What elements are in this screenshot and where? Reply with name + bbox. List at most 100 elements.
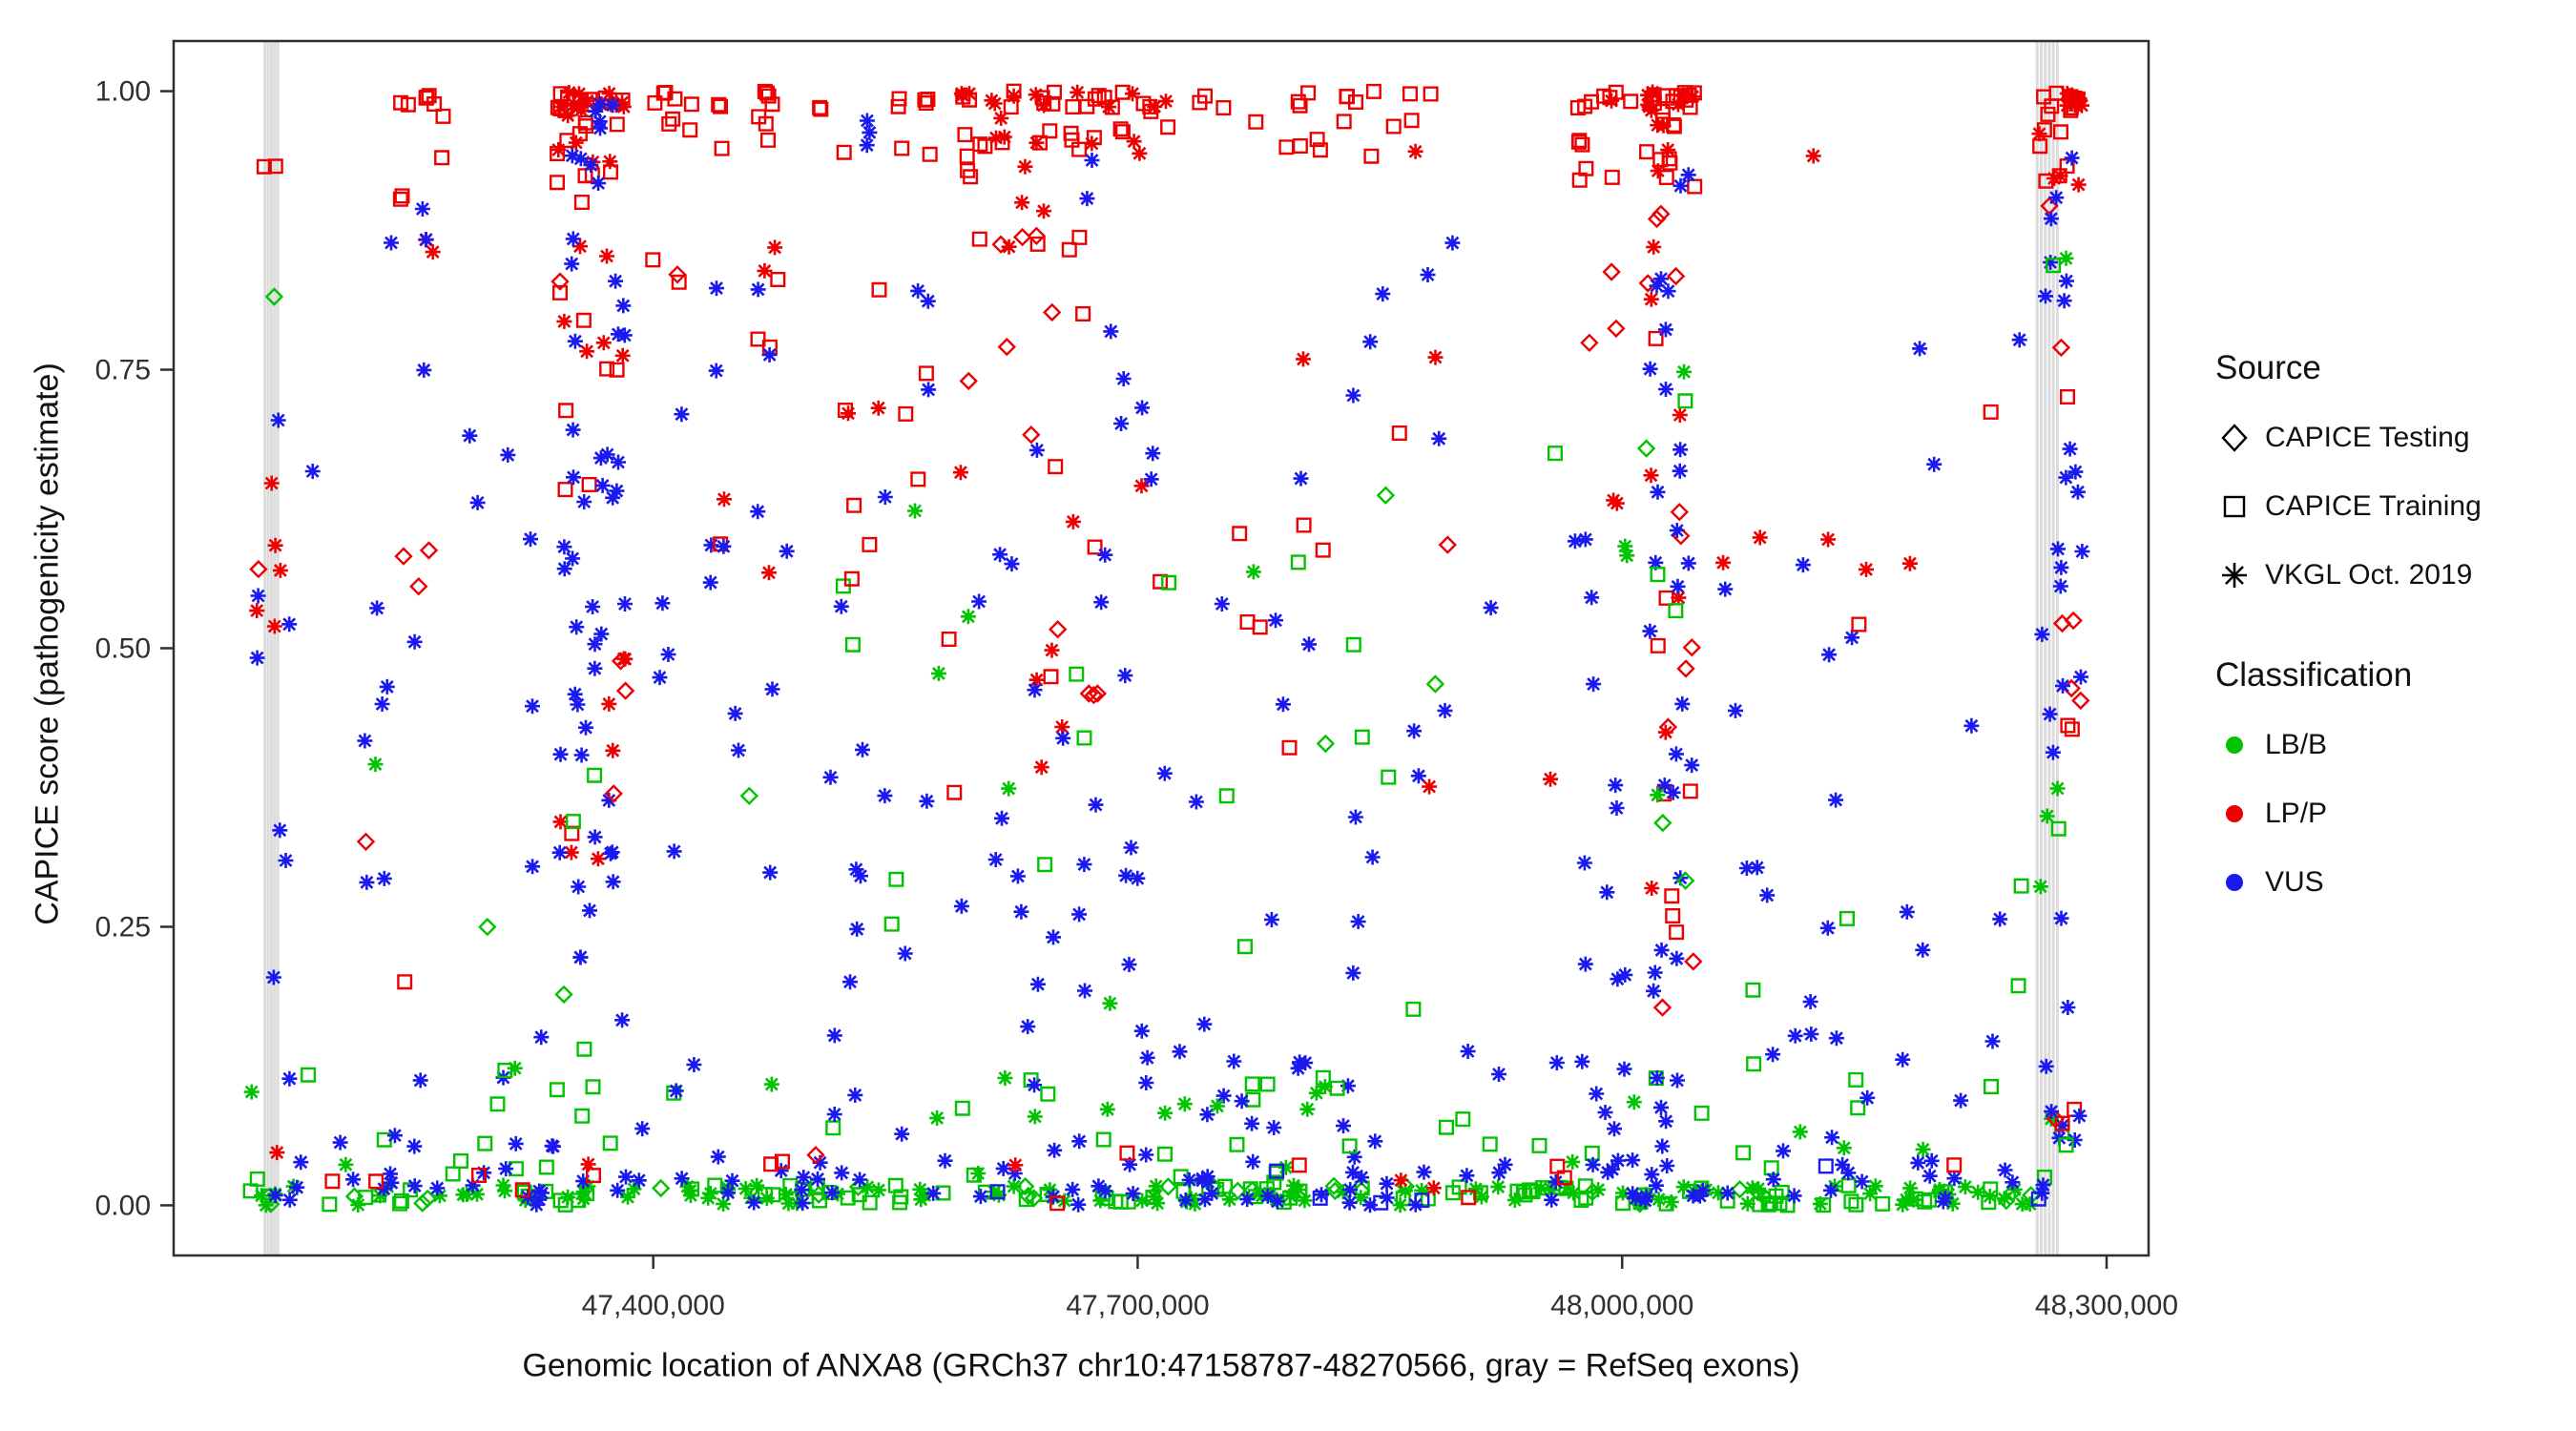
data-point [2059, 97, 2075, 114]
data-point [1895, 1196, 1911, 1213]
data-point [660, 647, 676, 662]
data-point [587, 767, 603, 783]
data-point [1984, 1079, 1999, 1094]
data-point [1728, 702, 1743, 718]
data-point [859, 137, 875, 154]
data-point [281, 616, 298, 633]
data-point [1032, 135, 1048, 151]
data-point [581, 477, 597, 492]
data-point [2050, 820, 2067, 837]
data-point [1199, 1169, 1215, 1185]
data-point [263, 475, 280, 491]
data-point [1482, 1136, 1498, 1152]
data-point [2062, 441, 2078, 457]
data-point [1077, 983, 1092, 999]
data-point [2005, 1174, 2021, 1191]
data-point [587, 636, 603, 653]
data-point [1739, 1195, 1755, 1212]
data-point [1070, 1196, 1087, 1213]
data-point [471, 1168, 487, 1183]
data-point [1297, 1192, 1313, 1209]
data-point [1047, 1142, 1063, 1158]
data-point [959, 371, 978, 391]
data-point [1229, 1136, 1245, 1152]
data-point [1651, 1192, 1667, 1208]
data-point [1610, 971, 1626, 987]
data-point [1292, 1054, 1308, 1070]
data-point [478, 917, 497, 937]
data-point [1226, 1053, 1242, 1069]
data-point [859, 113, 875, 129]
data-point [1293, 470, 1309, 487]
data-point [413, 1193, 432, 1213]
data-point [1364, 849, 1381, 865]
data-point [1071, 141, 1088, 157]
data-point [1899, 903, 1915, 920]
data-point [435, 108, 451, 124]
data-point [1854, 1173, 1870, 1190]
data-point [758, 1191, 775, 1207]
data-point [1647, 964, 1663, 981]
data-point [272, 562, 288, 578]
data-point [1146, 1189, 1162, 1205]
data-point [1483, 600, 1499, 616]
data-point [1652, 204, 1671, 223]
data-point [431, 1188, 447, 1204]
data-point [1543, 771, 1558, 787]
data-point [602, 1135, 618, 1151]
plot-panel [174, 41, 2149, 1255]
data-point [1335, 1184, 1351, 1200]
data-point [731, 742, 746, 758]
data-point [572, 238, 588, 255]
y-tick-label: 0.00 [95, 1190, 151, 1221]
data-point [604, 784, 623, 803]
data-point [2051, 338, 2071, 358]
data-point [759, 85, 775, 101]
data-point [605, 874, 621, 890]
data-point [1232, 526, 1248, 542]
data-point [794, 1182, 810, 1198]
data-point [1097, 547, 1113, 563]
data-point [322, 1196, 338, 1213]
data-point [1617, 966, 1633, 983]
data-point [558, 403, 574, 419]
data-point [1915, 942, 1931, 958]
data-point [1717, 581, 1734, 597]
data-point [667, 91, 683, 107]
data-point [2042, 706, 2058, 722]
data-point [1746, 1056, 1762, 1072]
data-point [2070, 176, 2087, 193]
data-point [1946, 1171, 1963, 1187]
data-point [567, 333, 583, 349]
data-point [1671, 96, 1686, 113]
data-point [892, 1194, 908, 1211]
data-point [2050, 541, 2066, 557]
data-point [1345, 387, 1361, 404]
data-point [414, 201, 430, 217]
data-point [2034, 626, 2050, 642]
data-point [1533, 1180, 1549, 1196]
data-point [714, 140, 730, 156]
data-point [412, 1072, 428, 1089]
data-point [579, 343, 595, 360]
data-point [1345, 636, 1361, 653]
legend-source-title: Source [2215, 349, 2321, 386]
legend-source-group: Source CAPICE Testing CAPICE Training VK… [2215, 349, 2574, 597]
data-point [250, 588, 266, 604]
data-point [852, 1172, 868, 1188]
data-point [1658, 717, 1678, 736]
data-point [616, 327, 633, 343]
data-point [1340, 1078, 1356, 1094]
data-point [1643, 291, 1659, 307]
data-point [1291, 1182, 1307, 1198]
data-point [1653, 942, 1670, 958]
data-point [1678, 92, 1694, 108]
data-point [1375, 286, 1391, 302]
data-point [1616, 1061, 1632, 1077]
data-point [1076, 730, 1092, 746]
data-point [374, 696, 390, 712]
data-point [1268, 612, 1283, 629]
x-tick-label: 48,000,000 [1550, 1290, 1693, 1321]
data-point [963, 169, 979, 185]
data-point [1043, 302, 1062, 322]
